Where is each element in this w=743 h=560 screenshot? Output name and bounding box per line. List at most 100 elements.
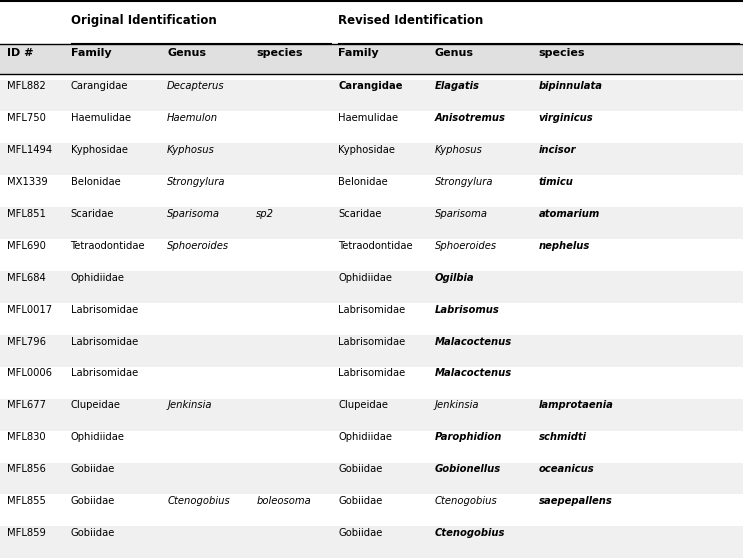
Text: MFL856: MFL856 [7, 464, 46, 474]
Text: Anisotremus: Anisotremus [435, 113, 506, 123]
Text: MX1339: MX1339 [7, 177, 48, 187]
Text: MFL677: MFL677 [7, 400, 46, 410]
Text: lamprotaenia: lamprotaenia [539, 400, 614, 410]
Text: Elagatis: Elagatis [435, 81, 480, 91]
Text: species: species [539, 48, 585, 58]
Text: boleosoma: boleosoma [256, 496, 311, 506]
Text: MFL830: MFL830 [7, 432, 46, 442]
Text: Haemulon: Haemulon [167, 113, 218, 123]
Text: MFL0017: MFL0017 [7, 305, 53, 315]
FancyBboxPatch shape [0, 44, 743, 74]
Text: incisor: incisor [539, 145, 576, 155]
Text: virginicus: virginicus [539, 113, 594, 123]
FancyBboxPatch shape [0, 526, 743, 558]
Text: Tetraodontidae: Tetraodontidae [338, 241, 412, 251]
Text: Gobiidae: Gobiidae [338, 496, 383, 506]
Text: MFL882: MFL882 [7, 81, 46, 91]
Text: Parophidion: Parophidion [435, 432, 502, 442]
FancyBboxPatch shape [0, 239, 743, 271]
Text: Revised Identification: Revised Identification [338, 14, 483, 27]
Text: Scaridae: Scaridae [71, 209, 114, 219]
Text: Jenkinsia: Jenkinsia [435, 400, 479, 410]
Text: species: species [256, 48, 303, 58]
Text: Malacoctenus: Malacoctenus [435, 368, 512, 379]
Text: Malacoctenus: Malacoctenus [435, 337, 512, 347]
Text: MFL851: MFL851 [7, 209, 46, 219]
FancyBboxPatch shape [0, 463, 743, 494]
Text: MFL796: MFL796 [7, 337, 46, 347]
Text: Original Identification: Original Identification [71, 14, 216, 27]
Text: ID #: ID # [7, 48, 34, 58]
Text: Ophidiidae: Ophidiidae [71, 273, 125, 283]
Text: Labrisomus: Labrisomus [435, 305, 499, 315]
Text: Haemulidae: Haemulidae [338, 113, 398, 123]
Text: Ophidiidae: Ophidiidae [338, 273, 392, 283]
FancyBboxPatch shape [0, 335, 743, 367]
Text: Sparisoma: Sparisoma [167, 209, 220, 219]
Text: Genus: Genus [167, 48, 206, 58]
Text: Gobiidae: Gobiidae [71, 464, 115, 474]
FancyBboxPatch shape [0, 175, 743, 207]
Text: sp2: sp2 [256, 209, 274, 219]
Text: Labrisomidae: Labrisomidae [71, 368, 138, 379]
Text: Clupeidae: Clupeidae [338, 400, 388, 410]
Text: Gobionellus: Gobionellus [435, 464, 501, 474]
Text: Gobiidae: Gobiidae [71, 528, 115, 538]
FancyBboxPatch shape [0, 143, 743, 175]
Text: Ctenogobius: Ctenogobius [167, 496, 230, 506]
Text: schmidti: schmidti [539, 432, 587, 442]
Text: Jenkinsia: Jenkinsia [167, 400, 212, 410]
Text: MFL859: MFL859 [7, 528, 46, 538]
Text: bipinnulata: bipinnulata [539, 81, 603, 91]
Text: Family: Family [71, 48, 111, 58]
Text: MFL684: MFL684 [7, 273, 46, 283]
Text: Ctenogobius: Ctenogobius [435, 496, 497, 506]
Text: Kyphosidae: Kyphosidae [71, 145, 128, 155]
FancyBboxPatch shape [0, 207, 743, 239]
FancyBboxPatch shape [0, 111, 743, 143]
Text: Labrisomidae: Labrisomidae [71, 337, 138, 347]
Text: timicu: timicu [539, 177, 574, 187]
Text: Genus: Genus [435, 48, 473, 58]
Text: Strongylura: Strongylura [167, 177, 226, 187]
Text: Haemulidae: Haemulidae [71, 113, 131, 123]
Text: Ctenogobius: Ctenogobius [435, 528, 505, 538]
FancyBboxPatch shape [0, 399, 743, 431]
Text: Tetraodontidae: Tetraodontidae [71, 241, 145, 251]
Text: MFL855: MFL855 [7, 496, 46, 506]
FancyBboxPatch shape [0, 80, 743, 111]
Text: MFL1494: MFL1494 [7, 145, 53, 155]
FancyBboxPatch shape [0, 431, 743, 463]
Text: Decapterus: Decapterus [167, 81, 225, 91]
Text: MFL690: MFL690 [7, 241, 46, 251]
Text: Gobiidae: Gobiidae [71, 496, 115, 506]
FancyBboxPatch shape [0, 271, 743, 303]
Text: Sphoeroides: Sphoeroides [435, 241, 497, 251]
Text: Belonidae: Belonidae [338, 177, 388, 187]
FancyBboxPatch shape [0, 558, 743, 560]
Text: Labrisomidae: Labrisomidae [338, 337, 406, 347]
Text: Belonidae: Belonidae [71, 177, 120, 187]
Text: Kyphosus: Kyphosus [167, 145, 215, 155]
Text: Kyphosidae: Kyphosidae [338, 145, 395, 155]
Text: Ogilbia: Ogilbia [435, 273, 474, 283]
Text: atomarium: atomarium [539, 209, 600, 219]
Text: Scaridae: Scaridae [338, 209, 382, 219]
Text: oceanicus: oceanicus [539, 464, 594, 474]
Text: Ophidiidae: Ophidiidae [338, 432, 392, 442]
Text: Sparisoma: Sparisoma [435, 209, 487, 219]
Text: Carangidae: Carangidae [338, 81, 403, 91]
Text: Family: Family [338, 48, 379, 58]
Text: Labrisomidae: Labrisomidae [71, 305, 138, 315]
Text: saepepallens: saepepallens [539, 496, 612, 506]
Text: Labrisomidae: Labrisomidae [338, 305, 406, 315]
Text: Sphoeroides: Sphoeroides [167, 241, 230, 251]
Text: MFL750: MFL750 [7, 113, 46, 123]
Text: Gobiidae: Gobiidae [338, 464, 383, 474]
Text: Labrisomidae: Labrisomidae [338, 368, 406, 379]
FancyBboxPatch shape [0, 303, 743, 335]
Text: Kyphosus: Kyphosus [435, 145, 482, 155]
Text: Carangidae: Carangidae [71, 81, 128, 91]
Text: Clupeidae: Clupeidae [71, 400, 120, 410]
FancyBboxPatch shape [0, 494, 743, 526]
